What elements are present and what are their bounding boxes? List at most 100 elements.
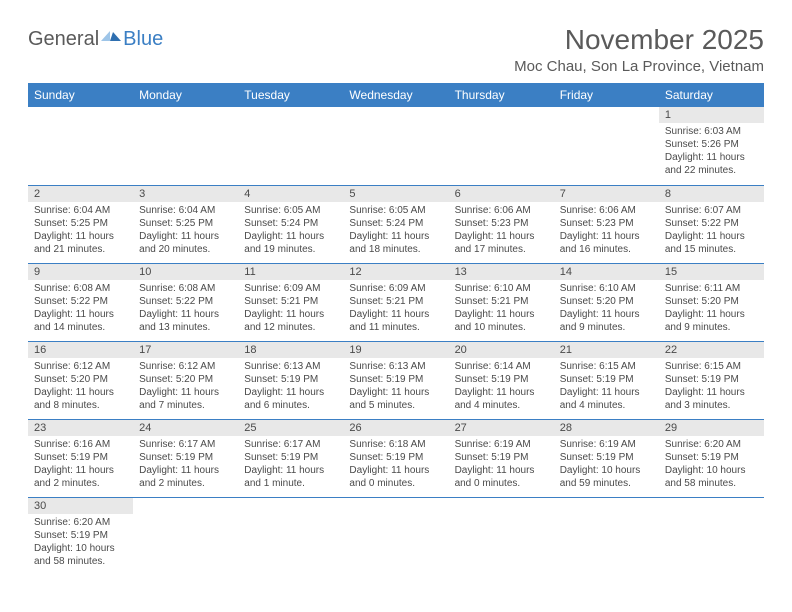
empty-cell — [238, 107, 343, 185]
day-detail-line: Sunrise: 6:05 AM — [244, 204, 337, 217]
day-detail-line: Sunset: 5:19 PM — [560, 451, 653, 464]
day-detail-line: Sunrise: 6:14 AM — [455, 360, 548, 373]
day-detail-line: Sunrise: 6:15 AM — [665, 360, 758, 373]
day-detail-line: Daylight: 11 hours — [34, 230, 127, 243]
logo-text-general: General — [28, 28, 99, 51]
calendar-table: SundayMondayTuesdayWednesdayThursdayFrid… — [28, 83, 764, 575]
day-detail-line: Sunset: 5:26 PM — [665, 138, 758, 151]
day-detail-line: Sunset: 5:19 PM — [34, 451, 127, 464]
day-detail-line: Sunrise: 6:08 AM — [34, 282, 127, 295]
calendar-body: 1Sunrise: 6:03 AMSunset: 5:26 PMDaylight… — [28, 107, 764, 575]
day-detail-line: Daylight: 11 hours — [34, 308, 127, 321]
day-detail-line: Daylight: 11 hours — [244, 230, 337, 243]
day-number: 28 — [554, 420, 659, 436]
day-cell: 23Sunrise: 6:16 AMSunset: 5:19 PMDayligh… — [28, 419, 133, 497]
day-detail-line: and 1 minute. — [244, 477, 337, 490]
day-detail-line: Sunset: 5:19 PM — [455, 451, 548, 464]
day-details: Sunrise: 6:05 AMSunset: 5:24 PMDaylight:… — [343, 202, 448, 260]
day-number: 12 — [343, 264, 448, 280]
day-detail-line: Sunrise: 6:06 AM — [455, 204, 548, 217]
day-cell: 19Sunrise: 6:13 AMSunset: 5:19 PMDayligh… — [343, 341, 448, 419]
day-detail-line: and 19 minutes. — [244, 243, 337, 256]
day-detail-line: and 20 minutes. — [139, 243, 232, 256]
day-details: Sunrise: 6:08 AMSunset: 5:22 PMDaylight:… — [133, 280, 238, 338]
day-number: 5 — [343, 186, 448, 202]
day-detail-line: and 58 minutes. — [665, 477, 758, 490]
day-number: 3 — [133, 186, 238, 202]
day-detail-line: and 3 minutes. — [665, 399, 758, 412]
day-number: 23 — [28, 420, 133, 436]
empty-cell — [343, 497, 448, 575]
day-details: Sunrise: 6:13 AMSunset: 5:19 PMDaylight:… — [238, 358, 343, 416]
day-detail-line: Sunset: 5:19 PM — [34, 529, 127, 542]
empty-cell — [554, 107, 659, 185]
day-detail-line: and 12 minutes. — [244, 321, 337, 334]
day-cell: 24Sunrise: 6:17 AMSunset: 5:19 PMDayligh… — [133, 419, 238, 497]
day-detail-line: Sunset: 5:19 PM — [244, 451, 337, 464]
day-detail-line: Sunset: 5:21 PM — [455, 295, 548, 308]
day-details: Sunrise: 6:09 AMSunset: 5:21 PMDaylight:… — [238, 280, 343, 338]
day-details: Sunrise: 6:17 AMSunset: 5:19 PMDaylight:… — [133, 436, 238, 494]
day-detail-line: and 13 minutes. — [139, 321, 232, 334]
day-detail-line: Daylight: 11 hours — [560, 386, 653, 399]
day-detail-line: Daylight: 11 hours — [455, 386, 548, 399]
day-detail-line: Sunrise: 6:20 AM — [34, 516, 127, 529]
day-detail-line: Sunrise: 6:05 AM — [349, 204, 442, 217]
day-detail-line: and 14 minutes. — [34, 321, 127, 334]
calendar-week-row: 9Sunrise: 6:08 AMSunset: 5:22 PMDaylight… — [28, 263, 764, 341]
day-detail-line: Sunset: 5:19 PM — [349, 373, 442, 386]
day-detail-line: Sunset: 5:20 PM — [34, 373, 127, 386]
day-detail-line: Sunset: 5:19 PM — [139, 451, 232, 464]
day-number: 6 — [449, 186, 554, 202]
day-detail-line: Sunrise: 6:15 AM — [560, 360, 653, 373]
day-cell: 2Sunrise: 6:04 AMSunset: 5:25 PMDaylight… — [28, 185, 133, 263]
day-detail-line: Sunrise: 6:10 AM — [455, 282, 548, 295]
empty-cell — [133, 107, 238, 185]
day-number: 17 — [133, 342, 238, 358]
day-detail-line: Sunrise: 6:06 AM — [560, 204, 653, 217]
day-details: Sunrise: 6:03 AMSunset: 5:26 PMDaylight:… — [659, 123, 764, 181]
day-cell: 4Sunrise: 6:05 AMSunset: 5:24 PMDaylight… — [238, 185, 343, 263]
header: General Blue November 2025 Moc Chau, Son… — [28, 24, 764, 75]
day-detail-line: Daylight: 11 hours — [665, 230, 758, 243]
day-detail-line: Sunset: 5:21 PM — [349, 295, 442, 308]
day-detail-line: and 8 minutes. — [34, 399, 127, 412]
empty-cell — [449, 497, 554, 575]
day-detail-line: Sunset: 5:21 PM — [244, 295, 337, 308]
day-detail-line: Sunrise: 6:11 AM — [665, 282, 758, 295]
day-cell: 22Sunrise: 6:15 AMSunset: 5:19 PMDayligh… — [659, 341, 764, 419]
day-detail-line: Sunrise: 6:09 AM — [349, 282, 442, 295]
day-detail-line: Sunrise: 6:13 AM — [244, 360, 337, 373]
weekday-header: Wednesday — [343, 83, 448, 107]
day-cell: 18Sunrise: 6:13 AMSunset: 5:19 PMDayligh… — [238, 341, 343, 419]
empty-cell — [238, 497, 343, 575]
day-detail-line: Daylight: 11 hours — [244, 308, 337, 321]
day-detail-line: and 10 minutes. — [455, 321, 548, 334]
empty-cell — [28, 107, 133, 185]
day-number: 7 — [554, 186, 659, 202]
empty-cell — [554, 497, 659, 575]
day-number: 21 — [554, 342, 659, 358]
day-details: Sunrise: 6:10 AMSunset: 5:20 PMDaylight:… — [554, 280, 659, 338]
day-detail-line: Daylight: 11 hours — [139, 464, 232, 477]
day-detail-line: Sunrise: 6:10 AM — [560, 282, 653, 295]
day-detail-line: and 17 minutes. — [455, 243, 548, 256]
day-details: Sunrise: 6:04 AMSunset: 5:25 PMDaylight:… — [28, 202, 133, 260]
day-detail-line: Sunset: 5:19 PM — [244, 373, 337, 386]
month-title: November 2025 — [514, 24, 764, 56]
weekday-header: Thursday — [449, 83, 554, 107]
weekday-header: Sunday — [28, 83, 133, 107]
calendar-week-row: 2Sunrise: 6:04 AMSunset: 5:25 PMDaylight… — [28, 185, 764, 263]
weekday-header: Friday — [554, 83, 659, 107]
day-detail-line: Daylight: 11 hours — [139, 386, 232, 399]
calendar-week-row: 16Sunrise: 6:12 AMSunset: 5:20 PMDayligh… — [28, 341, 764, 419]
day-detail-line: Daylight: 11 hours — [455, 464, 548, 477]
day-detail-line: and 0 minutes. — [455, 477, 548, 490]
day-details: Sunrise: 6:08 AMSunset: 5:22 PMDaylight:… — [28, 280, 133, 338]
day-details: Sunrise: 6:15 AMSunset: 5:19 PMDaylight:… — [554, 358, 659, 416]
day-detail-line: and 7 minutes. — [139, 399, 232, 412]
weekday-header-row: SundayMondayTuesdayWednesdayThursdayFrid… — [28, 83, 764, 107]
day-detail-line: Daylight: 11 hours — [560, 308, 653, 321]
day-detail-line: Sunset: 5:23 PM — [560, 217, 653, 230]
day-detail-line: and 4 minutes. — [560, 399, 653, 412]
